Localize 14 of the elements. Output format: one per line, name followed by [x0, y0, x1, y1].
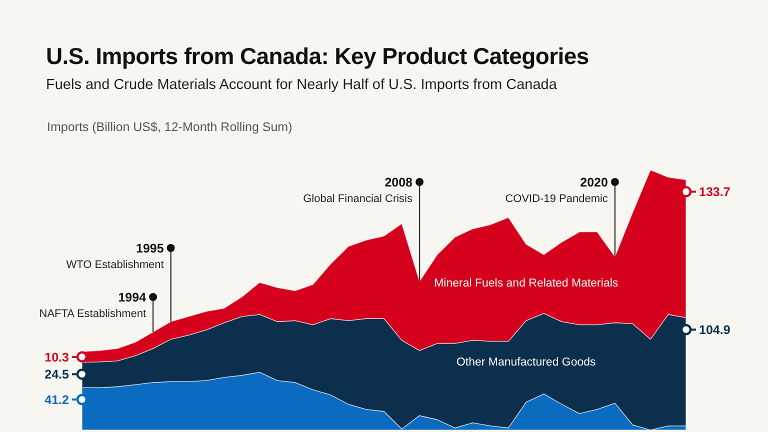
data-label: 41.2	[44, 392, 70, 407]
annotation: 2020 COVID-19 Pandemic	[505, 176, 608, 205]
data-label: 104.9	[699, 323, 730, 338]
series-label: Mineral Fuels and Related Materials	[434, 277, 618, 290]
series-label: Other Manufactured Goods	[456, 356, 596, 368]
data-label: 24.5	[44, 368, 70, 382]
chart-title: U.S. Imports from Canada: Key Product Categories	[46, 43, 589, 69]
chart-subtitle: Fuels and Crude Materials Account for Nearly Half of U.S. Imports from Canada	[46, 77, 558, 93]
data-label: 10.3	[44, 350, 70, 364]
y-axis-title: Imports (Billion US$, 12-Month Rolling Sum)	[47, 120, 292, 134]
annotation: 1994 NAFTA Establishment	[39, 290, 146, 320]
data-label: 133.7	[699, 185, 730, 200]
annotation: 2008 Global Financial Crisis	[303, 176, 414, 205]
annotation: 1995 WTO Establishment	[66, 242, 164, 271]
